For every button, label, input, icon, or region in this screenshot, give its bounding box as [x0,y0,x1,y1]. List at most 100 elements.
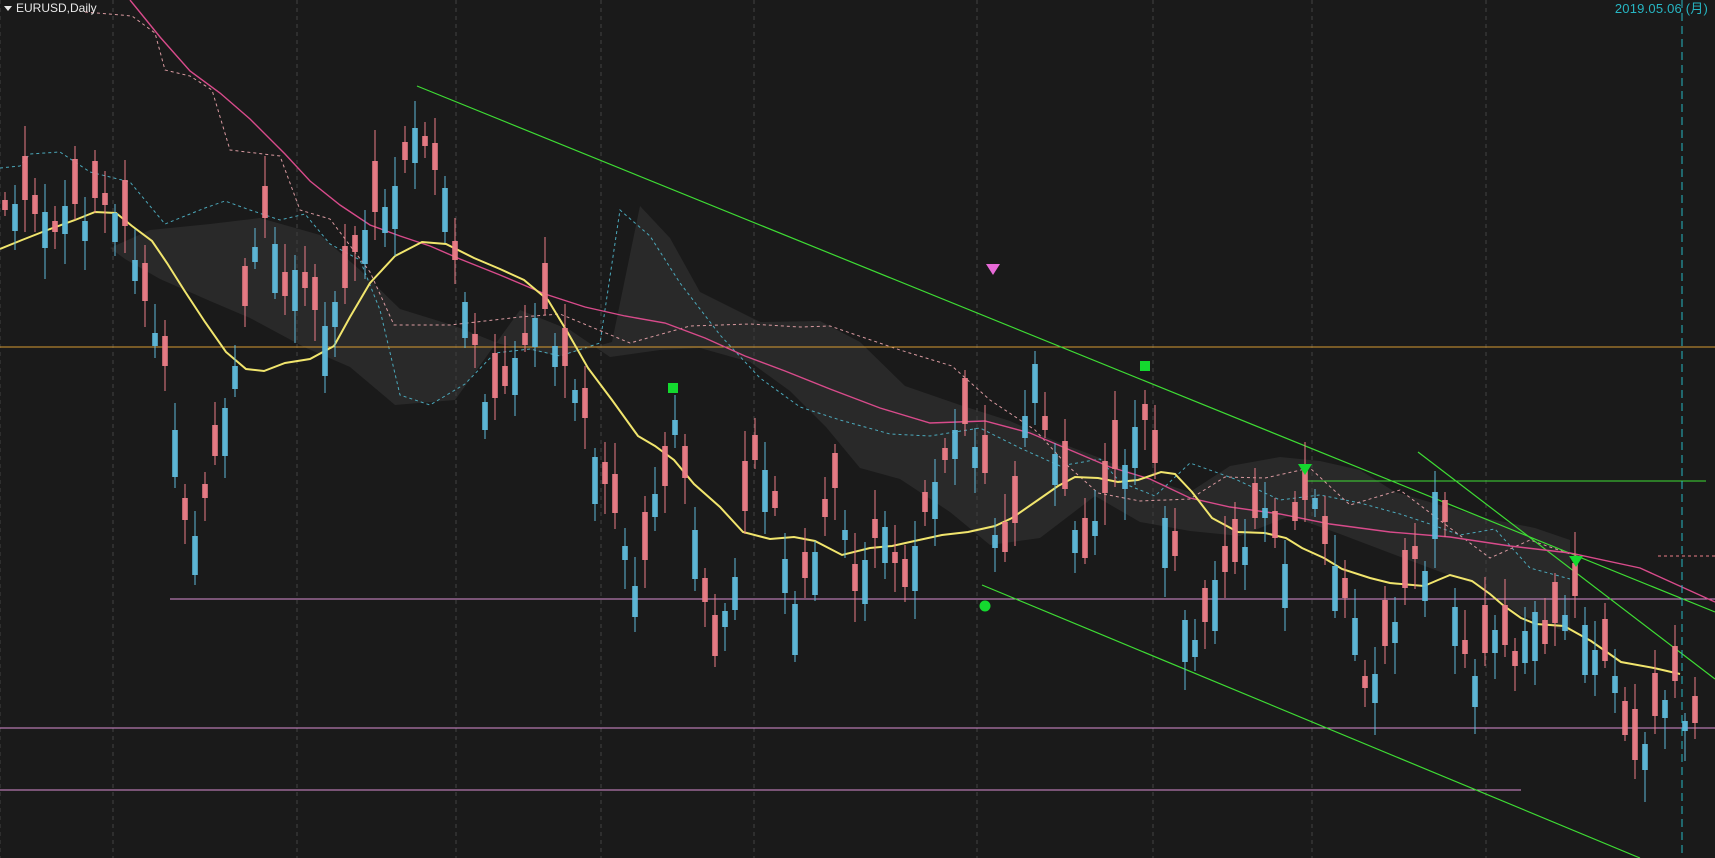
cloud-upper-line [0,151,1571,580]
candle-body [212,425,218,456]
candle-body [612,474,618,513]
candle-body [562,328,568,366]
sell-triangle-marker[interactable] [986,264,1000,275]
candle-body [202,484,208,498]
candle-body [882,527,888,563]
candle-body [222,408,228,456]
cloud-area [110,206,1570,633]
candle-body [12,204,18,231]
candle-body [842,530,848,540]
candle-body [952,430,958,459]
candle-body [1172,531,1178,556]
candle-body [462,302,468,338]
chevron-down-icon[interactable] [4,6,12,11]
buy-circle-marker[interactable] [979,600,991,612]
candle-body [302,272,308,288]
candle-body [1682,721,1688,731]
candle-body [292,270,298,311]
candle-body [702,578,708,602]
downtrend-channel-top [416,85,1715,613]
candle-body [172,430,178,477]
candle-body [912,546,918,591]
candle-body [992,535,998,548]
buy-square-marker[interactable] [668,383,678,393]
candle-body [1042,416,1048,430]
candle-body [102,193,108,205]
trend-lines [416,85,1715,858]
candle-body [42,212,48,248]
candle-body [1492,630,1498,653]
candle-body [1372,674,1378,703]
candle-body [162,336,168,366]
candle-body [1602,619,1608,661]
candle-body [22,156,28,200]
candle-body [1082,518,1088,558]
candle-body [332,302,338,327]
candle-body [1322,516,1328,544]
candle-body [1182,620,1188,662]
candle-body [122,180,128,226]
candle-body [1212,580,1218,631]
buy-square-marker[interactable] [1140,361,1150,371]
candle-body [662,446,668,486]
short-moving-average [0,210,1681,675]
candle-body [112,213,118,242]
candle-body [142,263,148,301]
candle-body [1472,676,1478,707]
candle-body [1502,605,1508,645]
candle-body [1352,618,1358,655]
candle-body [1222,546,1228,572]
candle-body [1412,546,1418,559]
candle-body [1232,519,1238,562]
candle-body [602,462,608,484]
candle-body [1612,676,1618,693]
candle-body [492,353,498,398]
candle-body [1102,461,1108,493]
candle-body [402,142,408,160]
candle-body [1022,416,1028,438]
candle-body [1422,571,1428,601]
cloud-boundaries [0,11,1571,580]
short-moving-average-line [0,210,1681,675]
sell-triangle-marker[interactable] [1298,464,1312,475]
candle-body [742,461,748,511]
sell-triangle-marker[interactable] [1569,556,1583,567]
candle-body [582,388,588,418]
candle-body [1692,696,1698,723]
candle-body [1142,404,1148,420]
candle-body [762,470,768,512]
candle-body [1002,522,1008,552]
candle-body [922,492,928,512]
candle-body [1382,600,1388,646]
candle-body [642,512,648,560]
long-moving-average-line [129,0,1715,603]
candle-body [1662,700,1668,718]
candle-body [1192,640,1198,657]
candle-body [872,519,878,538]
candle-body [732,577,738,610]
candle-body [272,244,278,293]
candle-body [1112,420,1118,469]
candle-body [982,435,988,473]
candle-body [542,263,548,309]
candle-body [1632,709,1638,760]
candle-body [722,611,728,627]
candle-body [1072,530,1078,553]
candle-body [362,230,368,264]
candle-body [252,247,258,262]
candle-body [502,366,508,386]
candle-body [1262,508,1268,518]
candle-body [1462,640,1468,654]
symbol-header[interactable]: EURUSD,Daily [4,1,97,15]
candle-body [1332,566,1338,611]
candle-body [1362,676,1368,688]
candle-body [572,390,578,403]
candle-body [1642,744,1648,770]
cloud-lower-line [84,11,1571,559]
candle-body [92,161,98,198]
candle-body [422,136,428,146]
candle-body [1442,500,1448,522]
candle-body [942,448,948,460]
